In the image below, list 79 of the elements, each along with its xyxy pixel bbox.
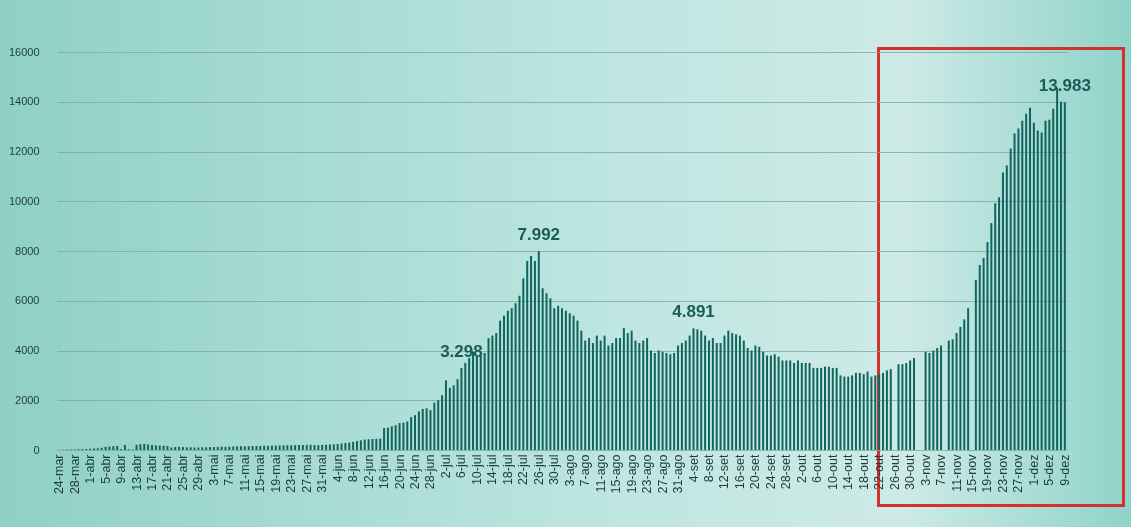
x-tick-label: 15-mai: [253, 454, 268, 493]
x-tick-label: 24-mar: [52, 454, 67, 495]
x-tick-label: 18-jul: [500, 454, 515, 486]
x-tick-label: 27-ago: [655, 454, 670, 494]
x-tick-label: 24-jun: [408, 454, 423, 490]
x-tick-label: 8-jun: [346, 454, 361, 483]
x-tick-label: 6-out: [810, 453, 825, 483]
x-tick-label: 7-mai: [222, 454, 237, 486]
x-tick-label: 5-abr: [98, 454, 113, 484]
x-tick-label: 14-out: [841, 453, 856, 490]
x-tick-label: 11-mai: [237, 454, 252, 492]
x-tick-label: 3-mai: [206, 454, 221, 486]
annotation: 3.298: [440, 341, 483, 361]
x-tick-label: 19-mai: [268, 454, 283, 493]
x-tick-label: 28-mar: [67, 454, 82, 495]
x-tick-label: 10-out: [825, 453, 840, 490]
x-tick-label: 20-jun: [392, 454, 407, 490]
x-tick-label: 21-abr: [160, 454, 175, 491]
x-tick-label: 6-jul: [454, 454, 469, 479]
x-tick-label: 27-nov: [1011, 453, 1026, 493]
x-tick-label: 24-set: [763, 453, 778, 490]
x-tick-label: 16-jun: [377, 454, 392, 490]
y-tick-label: 14000: [8, 95, 40, 108]
x-tick-label: 2-out: [794, 453, 809, 483]
x-tick-label: 4-set: [686, 453, 701, 483]
x-tick-label: 1-dez: [1026, 454, 1041, 486]
x-tick-label: 26-out: [887, 453, 902, 490]
x-tick-label: 3-nov: [918, 453, 933, 486]
x-tick-label: 31-ago: [671, 454, 686, 494]
x-tick-label: 27-mai: [299, 454, 314, 493]
x-tick-label: 16-set: [732, 453, 747, 490]
x-tick-label: 15-ago: [609, 454, 624, 494]
y-tick-label: 2000: [15, 393, 40, 406]
annotation: 7.992: [517, 225, 561, 245]
x-tick-label: 23-nov: [995, 453, 1010, 493]
x-tick-label: 31-mai: [315, 454, 330, 493]
x-tick-label: 28-set: [779, 453, 794, 490]
x-tick-label: 29-abr: [191, 454, 206, 491]
x-tick-label: 15-nov: [965, 453, 979, 493]
y-tick-label: 6000: [15, 294, 40, 307]
x-tick-label: 3-ago: [562, 454, 577, 487]
annotation: 13.983: [1038, 76, 1091, 96]
x-tick-label: 23-mai: [284, 454, 299, 493]
x-tick-label: 1-abr: [83, 454, 98, 484]
x-tick-label: 25-abr: [175, 454, 190, 491]
x-tick-label: 19-ago: [624, 454, 639, 494]
x-tick-label: 2-jul: [438, 454, 453, 479]
y-tick-label: 4000: [15, 344, 40, 356]
y-tick-label: 12000: [8, 145, 40, 157]
x-tick-label: 19-nov: [980, 453, 995, 493]
x-tick-label: 8-set: [701, 453, 716, 483]
x-tick-label: 22-jul: [516, 454, 531, 486]
x-tick-label: 28-jun: [423, 454, 438, 490]
x-tick-label: 11-nov: [949, 453, 964, 492]
x-tick-label: 22-out: [872, 453, 887, 490]
x-tick-label: 23-ago: [640, 454, 655, 494]
x-tick-label: 30-out: [903, 453, 918, 490]
x-tick-label: 18-out: [856, 453, 871, 490]
x-tick-label: 14-jul: [485, 454, 500, 486]
y-tick-label: 10000: [8, 194, 40, 207]
y-tick-label: 16000: [8, 45, 40, 58]
x-tick-label: 4-jun: [330, 454, 345, 483]
x-tick-label: 30-jul: [547, 454, 562, 486]
x-tick-label: 12-jun: [361, 454, 376, 490]
x-tick-label: 5-dez: [1042, 454, 1057, 486]
x-tick-label: 26-jul: [531, 454, 546, 486]
x-tick-label: 7-ago: [578, 454, 593, 487]
x-tick-label: 9-abr: [114, 454, 129, 484]
y-tick-label: 8000: [15, 244, 40, 257]
x-tick-label: 20-set: [748, 453, 763, 490]
annotation: 4.891: [672, 302, 715, 322]
x-tick-label: 13-abr: [129, 454, 144, 491]
y-tick-label: 0: [33, 443, 40, 456]
x-tick-label: 7-nov: [934, 453, 949, 486]
x-tick-label: 11-ago: [593, 454, 608, 493]
x-tick-label: 17-abr: [145, 454, 159, 491]
x-tick-label: 9-dez: [1057, 454, 1072, 486]
x-tick-label: 10-jul: [469, 454, 484, 486]
x-tick-label: 12-set: [717, 453, 732, 490]
